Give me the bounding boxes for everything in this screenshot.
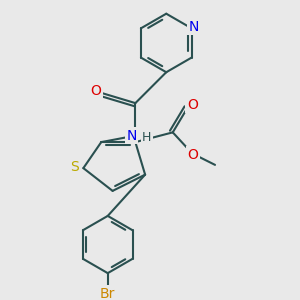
Text: O: O	[90, 84, 101, 98]
Text: N: N	[189, 20, 200, 34]
Text: O: O	[188, 148, 198, 162]
Text: S: S	[70, 160, 79, 173]
Text: O: O	[187, 98, 198, 112]
Text: H: H	[142, 131, 152, 144]
Text: Br: Br	[100, 286, 116, 300]
Text: N: N	[126, 129, 137, 142]
